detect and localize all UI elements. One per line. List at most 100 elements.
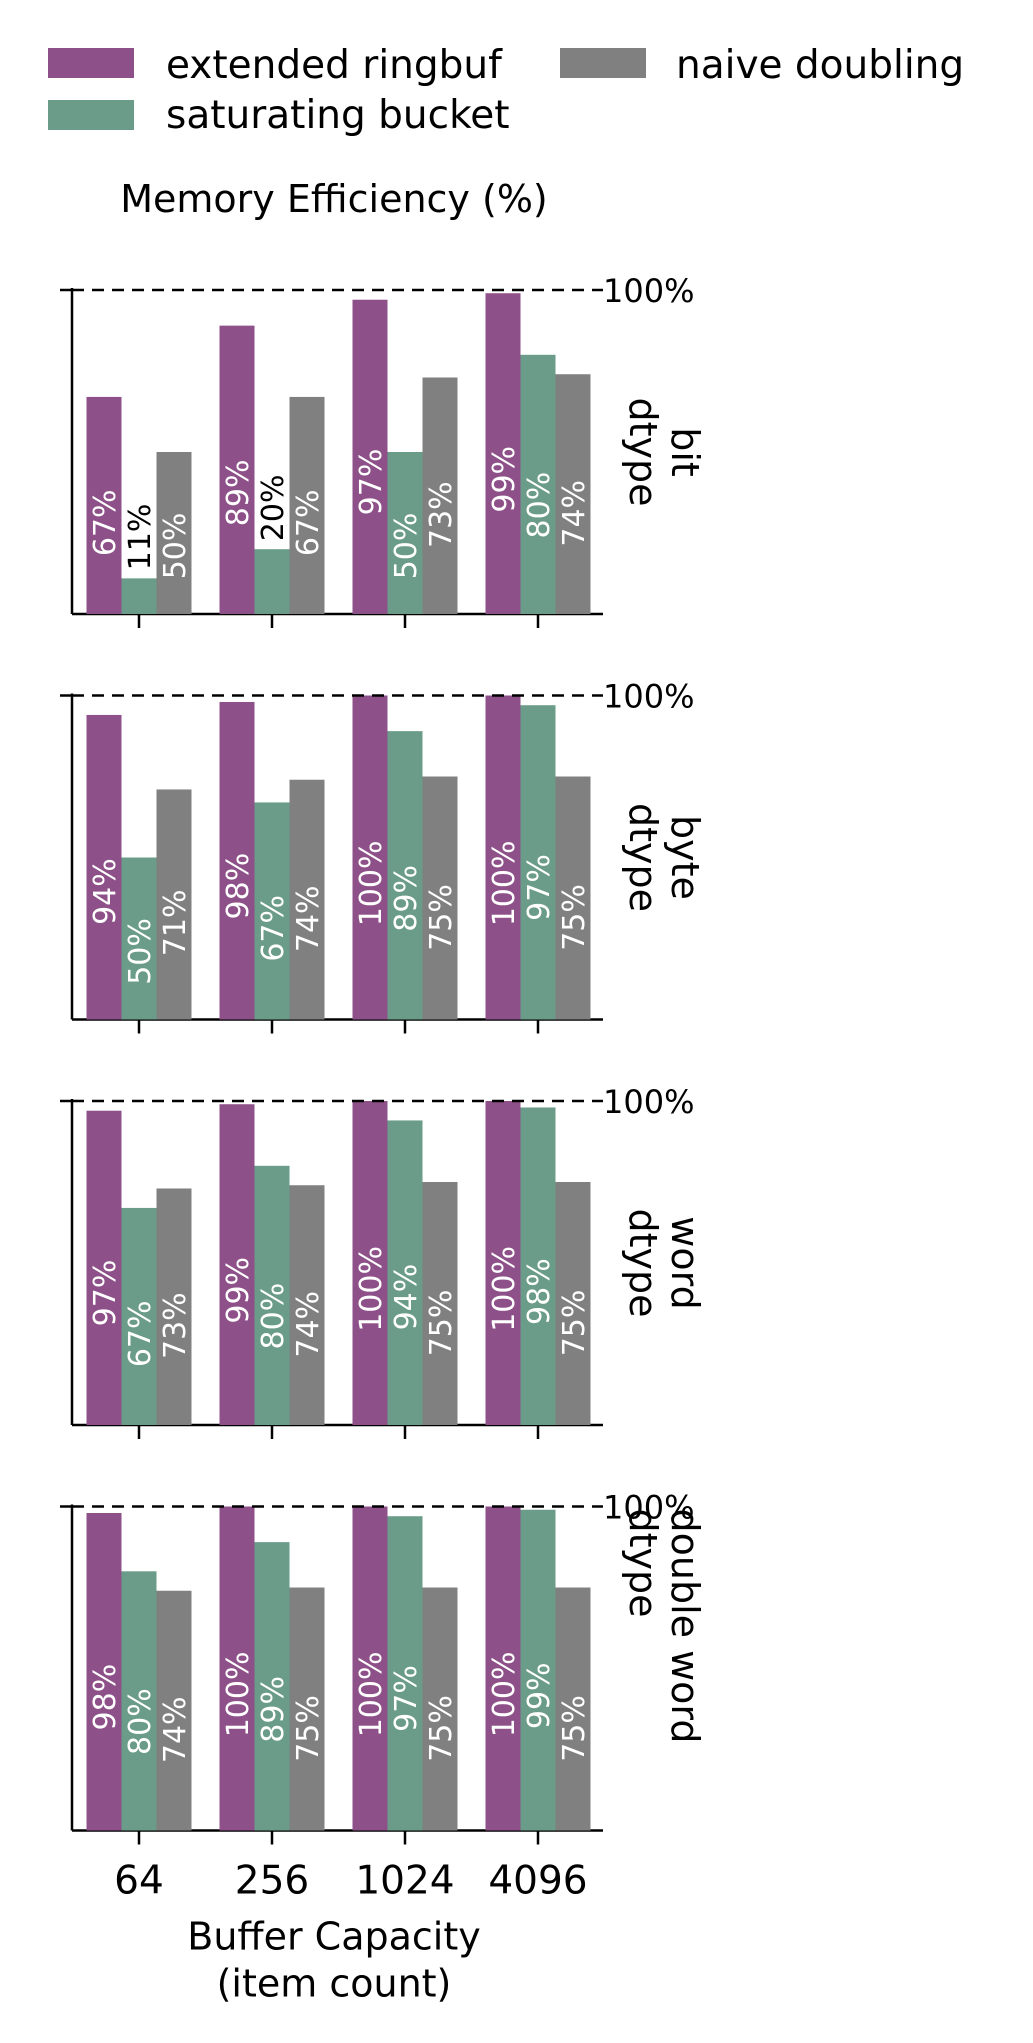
bar-value-label: 75%: [557, 1290, 592, 1357]
bar-value-label: 94%: [88, 858, 123, 925]
bar-value-label: 74%: [158, 1696, 193, 1763]
panel-label: dtype: [621, 397, 665, 506]
legend-swatch: [48, 48, 134, 78]
bar: [254, 549, 290, 614]
chart-title: Memory Efficiency (%): [120, 177, 548, 221]
bar-value-label: 97%: [88, 1260, 123, 1327]
bar-value-label: 20%: [256, 475, 291, 542]
bar-value-label: 100%: [354, 1246, 389, 1332]
bar: [387, 1120, 423, 1425]
bar: [555, 776, 591, 1020]
reference-line-label: 100%: [603, 1083, 694, 1121]
reference-line-label: 100%: [603, 678, 694, 716]
panel-label: dtype: [621, 1208, 665, 1317]
x-tick-label: 4096: [488, 1859, 587, 1904]
bar-value-label: 50%: [158, 513, 193, 580]
bar: [219, 325, 255, 614]
bar: [387, 731, 423, 1020]
x-tick-label: 64: [114, 1859, 164, 1904]
bar-value-label: 80%: [522, 472, 557, 539]
bar: [520, 1509, 556, 1831]
chart-panels: 67% 11% 50%89% 20% 67%97%50% 73%99% 80% 74%100%…: [60, 272, 707, 1845]
panel-label: bit: [663, 427, 707, 477]
bar-value-label: 67%: [256, 895, 291, 962]
bar: [254, 1542, 290, 1831]
bar: [555, 1587, 591, 1831]
bar-value-label: 100%: [487, 1652, 522, 1738]
bar: [352, 695, 388, 1020]
bar-value-label: 73%: [424, 481, 459, 548]
bar: [86, 714, 122, 1020]
bar-value-label: 100%: [487, 1246, 522, 1332]
bar: [289, 779, 325, 1020]
bar: [520, 354, 556, 614]
x-axis-label: Buffer Capacity (item count): [187, 1915, 480, 2006]
x-tick-label: 1024: [355, 1859, 454, 1904]
bar-value-label: 99%: [522, 1662, 557, 1729]
bar-value-label: 11%: [123, 504, 158, 571]
bar: [520, 1107, 556, 1425]
bar-value-label: 75%: [291, 1695, 326, 1762]
bar-value-label: 75%: [424, 1695, 459, 1762]
bar-value-label: 99%: [487, 446, 522, 513]
bar-value-label: 98%: [88, 1664, 123, 1731]
panel-label: word: [663, 1216, 707, 1309]
x-tick-labels: 64 256 1024 4096: [114, 1859, 587, 1904]
bar-value-label: 80%: [123, 1688, 158, 1755]
bar-value-label: 89%: [221, 460, 256, 527]
bar: [485, 1506, 521, 1831]
bar-value-label: 50%: [389, 513, 424, 580]
bar: [121, 857, 157, 1020]
bar: [352, 1506, 388, 1831]
bar-value-label: 100%: [354, 841, 389, 927]
bar: [219, 1104, 255, 1425]
legend-label: naive doubling: [676, 43, 964, 88]
bar: [219, 701, 255, 1020]
bar-value-label: 100%: [221, 1652, 256, 1738]
bar: [485, 1101, 521, 1425]
panel-label: dtype: [621, 1509, 665, 1618]
reference-line-label: 100%: [603, 1489, 694, 1527]
bar-value-label: 97%: [522, 854, 557, 921]
bar-value-label: 73%: [158, 1292, 193, 1359]
bar-value-label: 89%: [256, 1676, 291, 1743]
bar-value-label: 75%: [557, 884, 592, 951]
legend-swatch: [48, 100, 134, 130]
bar-value-label: 74%: [557, 480, 592, 547]
bar-value-label: 94%: [389, 1264, 424, 1331]
bar: [422, 1182, 458, 1425]
bar: [555, 374, 591, 614]
bar: [520, 705, 556, 1020]
bar: [254, 1165, 290, 1425]
bar: [156, 1590, 192, 1831]
bar: [254, 802, 290, 1020]
bar-value-label: 50%: [123, 918, 158, 985]
legend-label: saturating bucket: [166, 93, 510, 138]
bar-value-label: 98%: [522, 1258, 557, 1325]
bar: [219, 1506, 255, 1831]
bar-value-label: 75%: [424, 884, 459, 951]
legend: extended ringbuf saturating bucket naive d…: [48, 43, 964, 138]
legend-label: extended ringbuf: [166, 43, 503, 88]
bar-value-label: 75%: [424, 1290, 459, 1357]
panel: 97%67% 73%99% 80% 74% 100% 94% 75% 100% 98% 75%10…: [60, 1083, 707, 1439]
bar: [289, 1185, 325, 1425]
bar-value-label: 99%: [221, 1257, 256, 1324]
bar-value-label: 97%: [354, 449, 389, 516]
bar: [555, 1182, 591, 1425]
panel-label: dtype: [621, 803, 665, 912]
bar: [352, 299, 388, 614]
legend-swatch: [560, 48, 646, 78]
bar-value-label: 89%: [389, 865, 424, 932]
bar: [387, 1516, 423, 1831]
bar: [352, 1101, 388, 1425]
bar-value-label: 74%: [291, 1291, 326, 1358]
bar-value-label: 100%: [354, 1652, 389, 1738]
reference-line-label: 100%: [603, 272, 694, 310]
bar: [485, 293, 521, 614]
bar-value-label: 97%: [389, 1665, 424, 1732]
bar: [422, 1587, 458, 1831]
bar: [289, 1587, 325, 1831]
bar-value-label: 74%: [291, 885, 326, 952]
